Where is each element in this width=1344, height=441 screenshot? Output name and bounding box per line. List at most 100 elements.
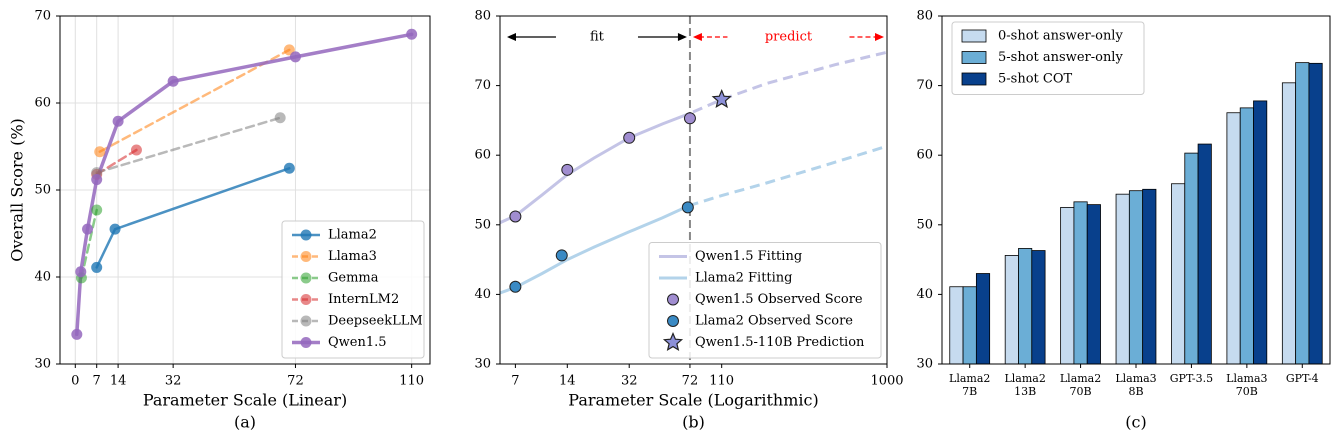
legend-label: Qwen1.5 Fitting — [695, 249, 802, 264]
y-tick-label: 80 — [916, 9, 933, 24]
bar — [1281, 82, 1297, 365]
y-tick-label: 40 — [474, 287, 491, 302]
annotation: fit — [590, 30, 605, 45]
x-tick-label: 110 — [399, 374, 424, 389]
marker — [406, 28, 418, 40]
legend-label: Gemma — [328, 271, 379, 286]
legend-marker — [300, 315, 312, 327]
y-tick-label: 70 — [474, 78, 491, 93]
legend-marker — [300, 251, 312, 262]
line — [80, 208, 98, 280]
x-tick-label: 72 — [287, 374, 304, 389]
x-tick-label: Llama2 13B — [1004, 372, 1046, 398]
y-tick-label: 40 — [34, 270, 51, 285]
x-tick-label: GPT-4 — [1285, 372, 1319, 385]
arrow-head — [677, 33, 687, 41]
legend-marker — [300, 337, 312, 348]
arrow-head — [507, 33, 516, 41]
x-tick-label: 0 — [71, 374, 79, 389]
legend-box — [648, 242, 882, 359]
marker — [91, 261, 103, 273]
fit-line — [500, 203, 690, 295]
marker — [274, 112, 286, 124]
bar — [1004, 255, 1019, 365]
bar — [1197, 143, 1212, 365]
marker — [555, 249, 568, 262]
x-tick-label: 7 — [93, 374, 101, 389]
bar — [1031, 250, 1046, 365]
legend-label: 5-shot answer-only — [998, 50, 1123, 65]
y-tick-label: 60 — [34, 96, 51, 111]
legend-label: Llama3 — [328, 249, 377, 264]
fit-line-extrapolated — [689, 50, 887, 115]
y-tick-label: 30 — [34, 357, 51, 372]
bar — [1018, 248, 1033, 365]
legend-label: 0-shot answer-only — [998, 29, 1123, 44]
fit-line — [500, 111, 690, 225]
line — [95, 116, 282, 174]
legend-marker — [300, 272, 312, 284]
x-tick-label: 1000 — [870, 374, 903, 389]
y-axis-label: Overall Score (%) — [8, 118, 27, 262]
x-tick-label: Llama2 7B — [949, 372, 991, 398]
arrow-head — [875, 33, 884, 41]
marker — [109, 223, 121, 235]
bar — [975, 273, 991, 365]
caption: (b) — [682, 413, 705, 432]
legend-swatch — [961, 51, 987, 64]
legend-label: Llama2 Observed Score — [695, 314, 853, 329]
marker — [167, 75, 179, 87]
marker — [82, 223, 94, 235]
x-tick-label: 14 — [110, 374, 127, 389]
marker — [509, 210, 522, 223]
bar — [949, 286, 964, 365]
y-tick-label: 70 — [916, 78, 933, 93]
legend-label: Qwen1.5-110B Prediction — [695, 335, 865, 350]
x-tick-label: 32 — [165, 374, 182, 389]
marker — [561, 163, 574, 176]
marker — [130, 144, 142, 156]
x-tick-label: 110 — [709, 374, 734, 389]
marker — [94, 146, 106, 158]
legend-marker — [300, 294, 312, 305]
x-tick-label: Llama3 70B — [1226, 372, 1268, 398]
arrow-head — [692, 33, 702, 41]
annotation: predict — [765, 30, 813, 45]
plot-frame — [941, 15, 1331, 365]
plot-frame — [499, 15, 888, 365]
legend-swatch — [961, 29, 987, 43]
legend-marker — [667, 293, 679, 306]
y-tick-label: 50 — [916, 217, 933, 232]
legend-label: DeepseekLLM — [328, 314, 423, 329]
x-tick-label: 32 — [621, 374, 638, 389]
bar — [1253, 100, 1268, 365]
bar — [1308, 62, 1323, 365]
marker — [711, 88, 732, 109]
marker — [683, 112, 696, 125]
y-tick-label: 50 — [474, 217, 491, 232]
marker — [681, 201, 694, 214]
y-tick-label: 30 — [474, 357, 491, 372]
bar — [1115, 193, 1130, 365]
y-tick-label: 30 — [916, 357, 933, 372]
plot-frame — [59, 15, 431, 365]
marker — [91, 174, 103, 186]
legend-label: InternLM2 — [328, 292, 399, 307]
x-axis-label: Parameter Scale (Linear) — [143, 391, 347, 410]
y-tick-label: 40 — [916, 287, 933, 302]
y-tick-label: 50 — [34, 183, 51, 198]
bar — [1226, 112, 1241, 365]
marker — [112, 115, 124, 127]
bar — [1142, 188, 1157, 365]
legend-marker — [662, 331, 684, 352]
x-tick-label: 14 — [559, 374, 576, 389]
legend-label: 5-shot COT — [998, 72, 1072, 87]
marker — [91, 204, 103, 216]
legend-swatch — [961, 72, 987, 86]
legend-label: Llama2 Fitting — [695, 271, 793, 286]
x-tick-label: Llama3 8B — [1115, 372, 1157, 398]
legend-label: Llama2 — [328, 228, 377, 243]
marker — [509, 280, 522, 293]
